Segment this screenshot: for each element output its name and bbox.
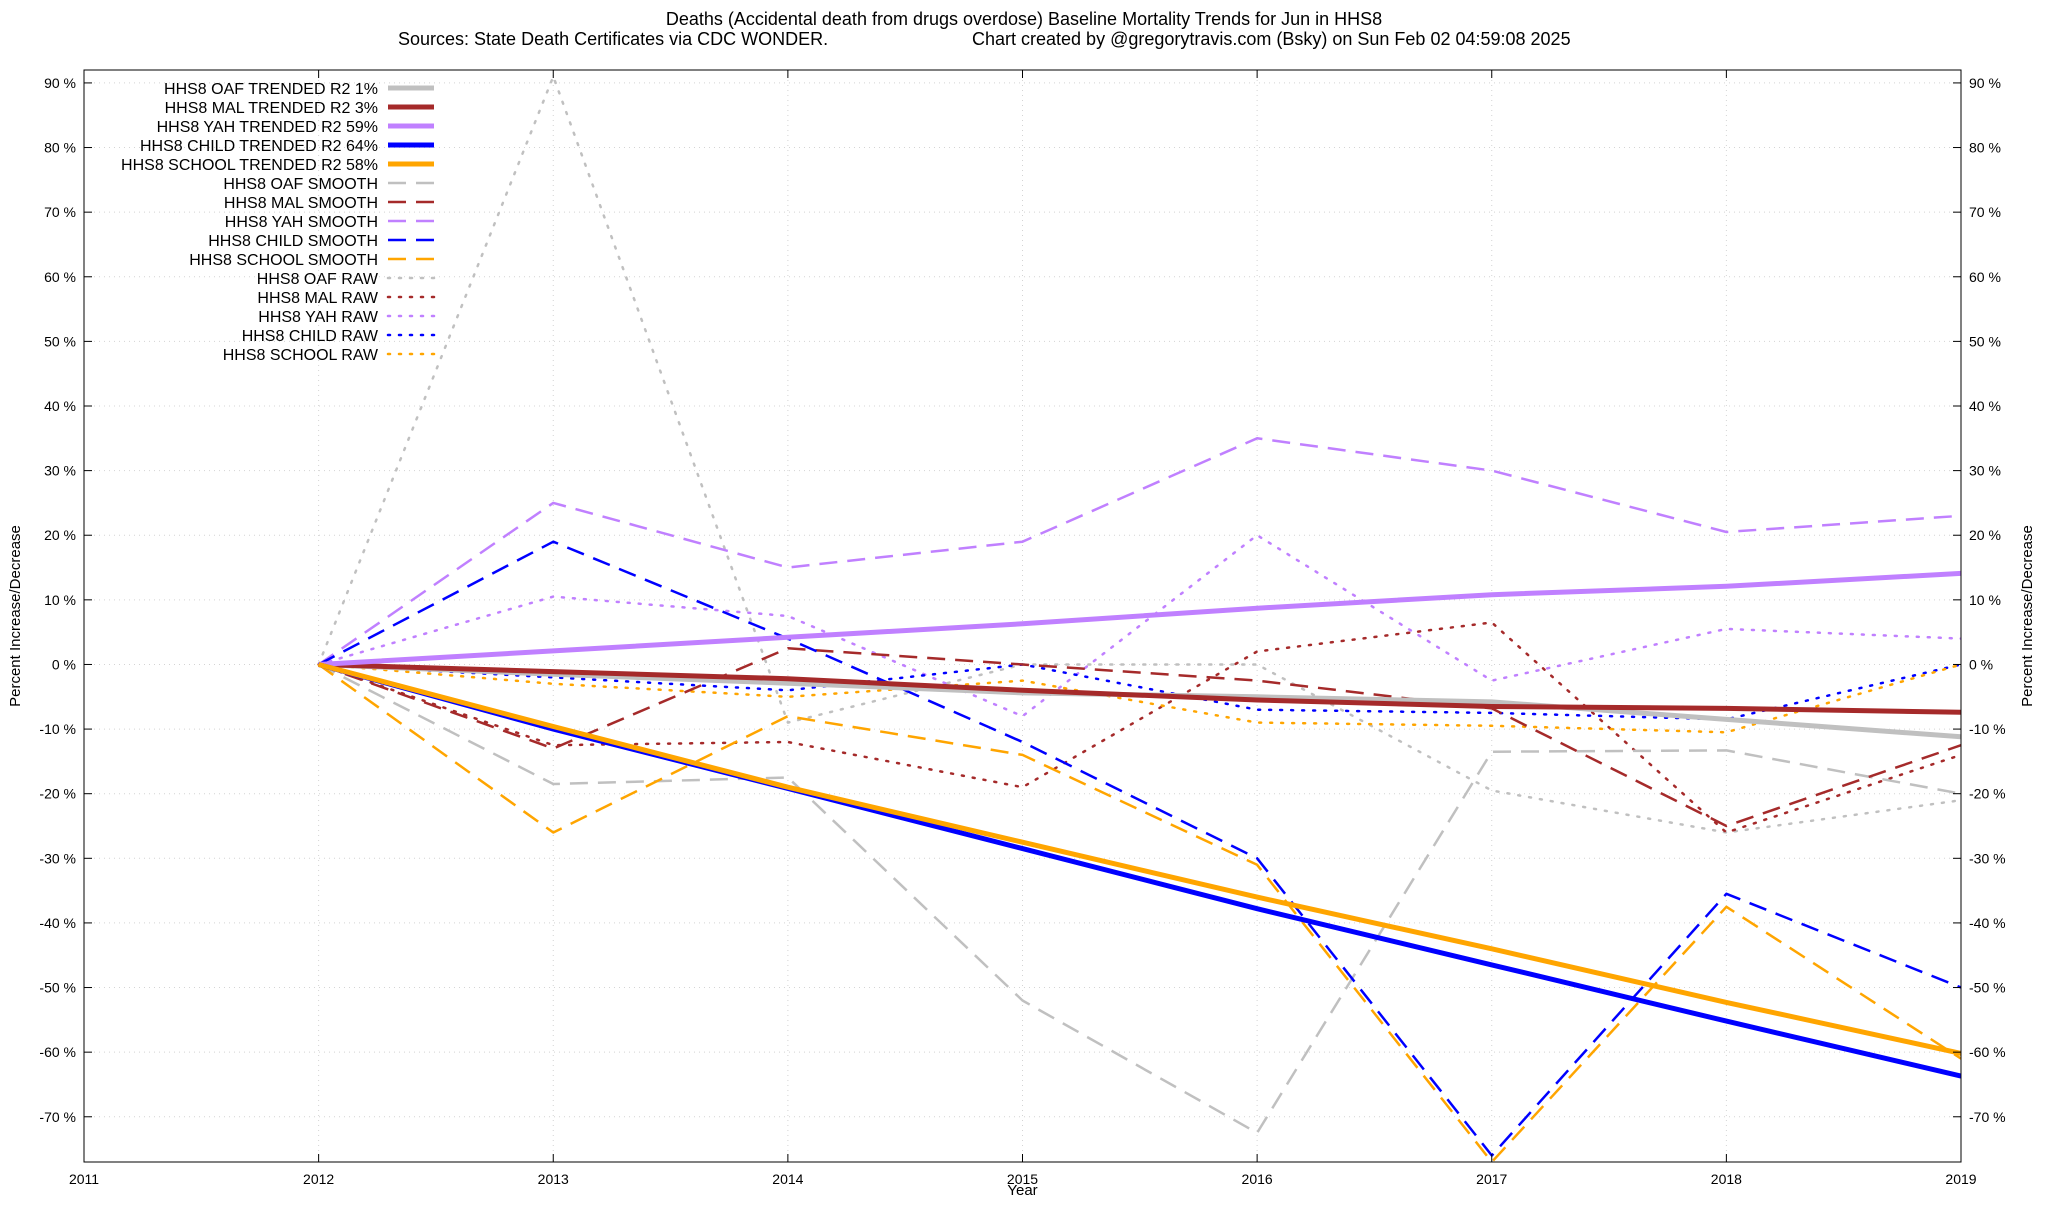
series-line-hhs8-oaf-raw: [317, 75, 1961, 834]
series-line-hhs8-mal-trended-r2-3: [318, 662, 1961, 715]
x-axis-label: Year: [1007, 1182, 1037, 1199]
y2-axis-label: Percent Increase/Decrease: [2019, 525, 2036, 707]
chart-title: Deaths (Accidental death from drugs over…: [666, 9, 1382, 29]
y2-tick-label: -70 %: [1969, 1109, 2006, 1125]
y-tick-label: 30 %: [44, 463, 76, 479]
legend-label-hhs8-mal-trended-r2-3: HHS8 MAL TRENDED R2 3%: [165, 100, 378, 117]
legend-label-hhs8-yah-raw: HHS8 YAH RAW: [258, 309, 379, 326]
y-tick-label: 10 %: [44, 592, 76, 608]
y2-tick-label: 40 %: [1969, 398, 2001, 414]
y-tick-label: -70 %: [39, 1109, 76, 1125]
series-line-hhs8-oaf-smooth: [318, 663, 1961, 1135]
y2-tick-label: -30 %: [1969, 850, 2006, 866]
y-axis-label: Percent Increase/Decrease: [7, 525, 24, 707]
y-tick-label: -40 %: [39, 915, 76, 931]
plot-area: [317, 75, 1961, 1162]
y2-tick-label: 30 %: [1969, 463, 2001, 479]
x-tick-label: 2018: [1711, 1171, 1742, 1187]
series-line-hhs8-school-smooth: [317, 663, 1961, 1162]
y-tick-label: 40 %: [44, 398, 76, 414]
x-tick-label: 2013: [538, 1171, 569, 1187]
y-tick-label: -10 %: [39, 721, 76, 737]
series-line-hhs8-mal-smooth: [318, 647, 1961, 828]
legend-label-hhs8-child-raw: HHS8 CHILD RAW: [242, 328, 379, 345]
legend-label-hhs8-yah-smooth: HHS8 YAH SMOOTH: [225, 214, 378, 231]
y2-tick-label: 70 %: [1969, 204, 2001, 220]
series-line-hhs8-school-raw: [317, 663, 1961, 734]
legend-label-hhs8-mal-smooth: HHS8 MAL SMOOTH: [224, 195, 378, 212]
y-tick-label: 0 %: [52, 656, 76, 672]
legend: HHS8 OAF TRENDED R2 1% HHS8 MAL TRENDED R…: [121, 81, 436, 364]
x-tick-label: 2011: [69, 1171, 99, 1187]
y2-tick-label: -60 %: [1969, 1044, 2006, 1060]
y2-tick-label: -10 %: [1969, 721, 2006, 737]
chart-sources: Sources: State Death Certificates via CD…: [398, 29, 828, 49]
x-tick-label: 2014: [772, 1171, 803, 1187]
y-tick-label: 20 %: [44, 527, 76, 543]
y2-tick-label: 10 %: [1969, 592, 2001, 608]
axis-ticks: 90 % 90 % 80 % 80 % 70 % 70 % 60 % 60 % 50 % 50 %…: [39, 70, 2006, 1187]
y2-tick-label: -20 %: [1969, 786, 2006, 802]
series-line-hhs8-yah-smooth: [317, 437, 1961, 666]
x-tick-label: 2015: [1007, 1171, 1038, 1187]
y-tick-label: 60 %: [44, 269, 76, 285]
series-line-hhs8-mal-raw: [317, 621, 1961, 834]
legend-label-hhs8-oaf-raw: HHS8 OAF RAW: [257, 271, 379, 288]
y2-tick-label: 20 %: [1969, 527, 2001, 543]
legend-label-hhs8-school-trended-r2-58: HHS8 SCHOOL TRENDED R2 58%: [121, 157, 378, 174]
legend-label-hhs8-mal-raw: HHS8 MAL RAW: [257, 290, 379, 307]
x-tick-label: 2012: [303, 1171, 334, 1187]
y2-tick-label: 0 %: [1969, 656, 1993, 672]
y2-tick-label: 50 %: [1969, 333, 2001, 349]
y2-tick-label: -50 %: [1969, 980, 2006, 996]
y2-tick-label: 60 %: [1969, 269, 2001, 285]
x-tick-label: 2019: [1945, 1171, 1976, 1187]
y-tick-label: -20 %: [39, 786, 76, 802]
series-line-hhs8-school-trended-r2-58: [317, 662, 1961, 1056]
legend-label-hhs8-child-smooth: HHS8 CHILD SMOOTH: [208, 233, 378, 250]
series-line-hhs8-child-smooth: [318, 540, 1961, 1157]
legend-label-hhs8-school-smooth: HHS8 SCHOOL SMOOTH: [189, 252, 378, 269]
legend-label-hhs8-yah-trended-r2-59: HHS8 YAH TRENDED R2 59%: [157, 119, 378, 136]
series-line-hhs8-yah-raw: [317, 533, 1961, 718]
chart-credit: Chart created by @gregorytravis.com (Bsk…: [972, 29, 1571, 49]
x-tick-label: 2016: [1242, 1171, 1273, 1187]
x-tick-label: 2017: [1476, 1171, 1507, 1187]
y-tick-label: -60 %: [39, 1044, 76, 1060]
y-tick-label: 80 %: [44, 140, 76, 156]
y-tick-label: 90 %: [44, 75, 76, 91]
legend-label-hhs8-oaf-trended-r2-1: HHS8 OAF TRENDED R2 1%: [164, 81, 378, 98]
y2-tick-label: -40 %: [1969, 915, 2006, 931]
legend-label-hhs8-child-trended-r2-64: HHS8 CHILD TRENDED R2 64%: [140, 138, 378, 155]
y-tick-label: 50 %: [44, 333, 76, 349]
y-tick-label: -30 %: [39, 850, 76, 866]
legend-label-hhs8-school-raw: HHS8 SCHOOL RAW: [223, 347, 379, 364]
y-tick-label: 70 %: [44, 204, 76, 220]
series-line-hhs8-yah-trended-r2-59: [318, 570, 1961, 667]
y2-tick-label: 90 %: [1969, 75, 2001, 91]
y-tick-label: -50 %: [39, 980, 76, 996]
y2-tick-label: 80 %: [1969, 140, 2001, 156]
legend-label-hhs8-oaf-smooth: HHS8 OAF SMOOTH: [223, 176, 378, 193]
